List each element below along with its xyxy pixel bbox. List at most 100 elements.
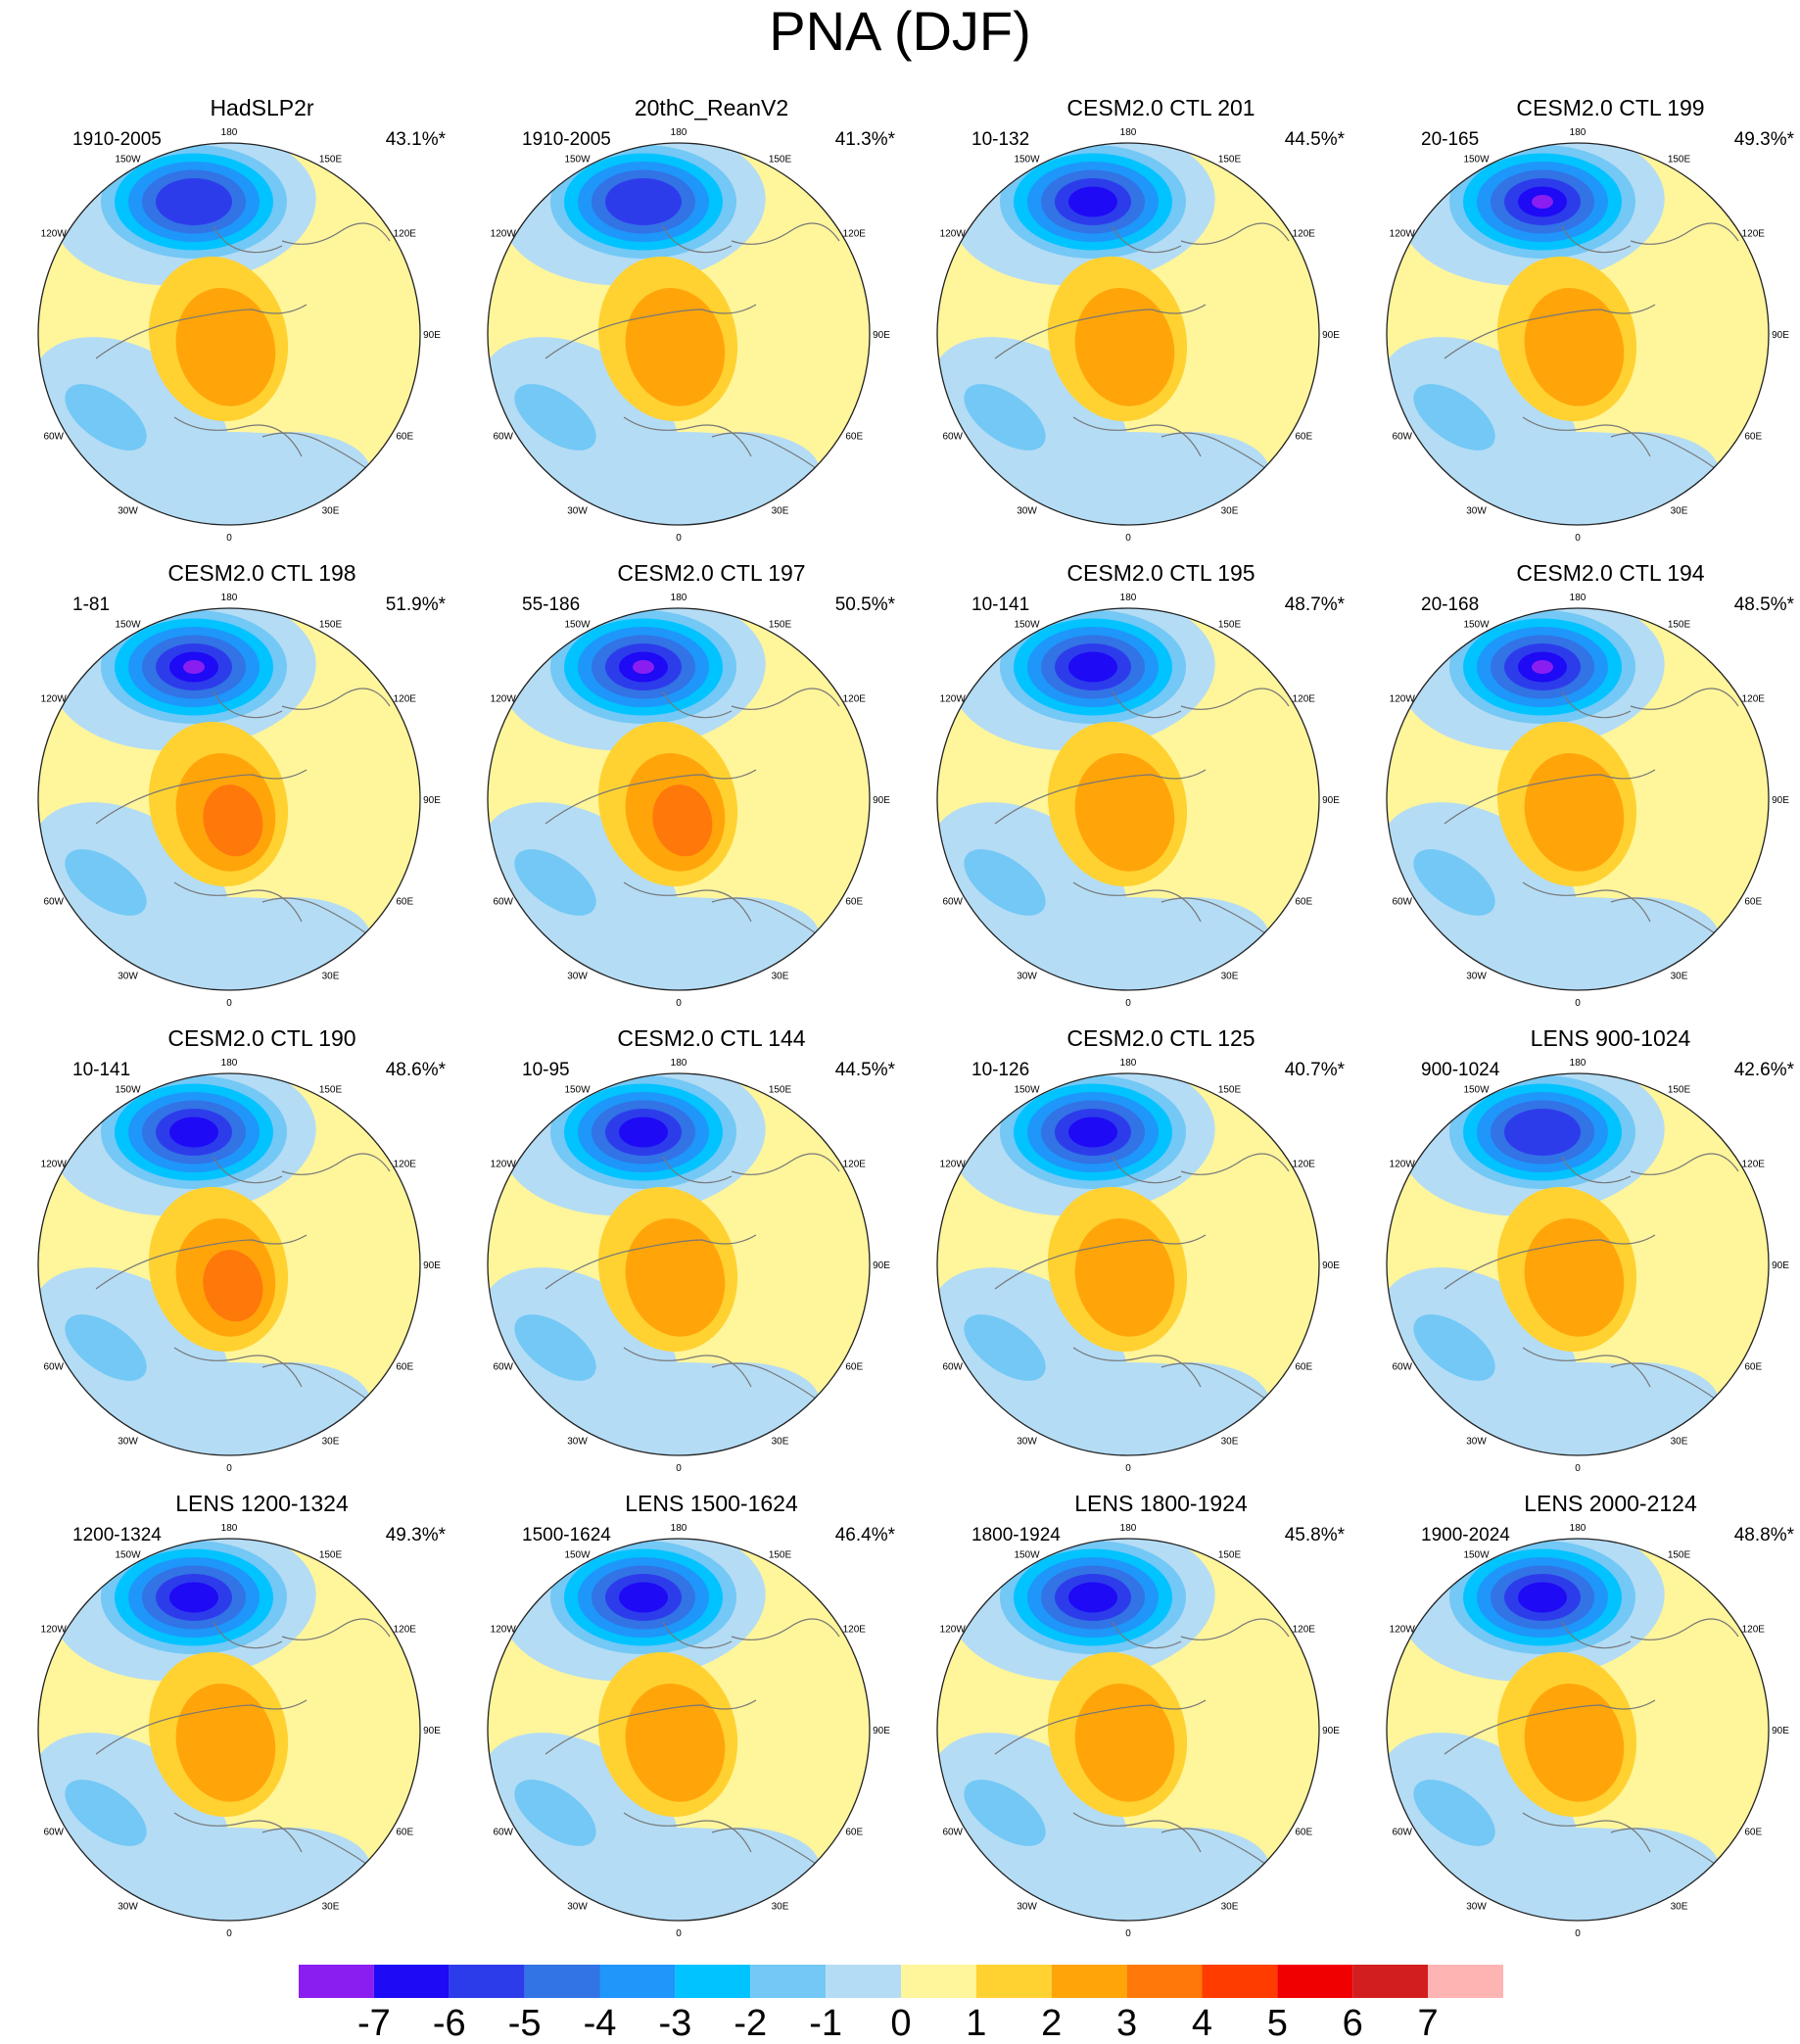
longitude-label: 180	[1120, 127, 1137, 138]
colorbar-swatch	[975, 1965, 1052, 1998]
panel-explained-variance: 48.5%*	[1733, 594, 1794, 615]
map-boundary	[37, 1072, 421, 1456]
longitude-label: 180	[1120, 1523, 1137, 1534]
longitude-label: 150W	[1014, 620, 1040, 631]
longitude-label: 60W	[43, 897, 64, 908]
colorbar-tick-label: 4	[1191, 2003, 1213, 2044]
longitude-label: 30W	[1017, 971, 1037, 981]
map-boundary	[487, 1072, 871, 1456]
longitude-label: 120W	[940, 1160, 967, 1170]
longitude-label: 0	[1125, 533, 1131, 544]
panel-period: 10-132	[971, 129, 1030, 150]
map-boundary	[1386, 1072, 1770, 1456]
polar-stereographic-map: 180150E120E90E60E30E030W60W90W120W150W	[37, 593, 441, 1009]
colorbar-swatch	[1352, 1965, 1429, 1998]
panel-title: CESM2.0 CTL 197	[617, 560, 806, 586]
longitude-label: 0	[1575, 1463, 1581, 1474]
longitude-label: 120W	[1390, 229, 1416, 240]
longitude-label: 60E	[845, 1362, 863, 1373]
panel-title: CESM2.0 CTL 199	[1516, 95, 1705, 120]
negative-anomaly-region	[514, 1780, 596, 1846]
longitude-label: 150E	[319, 620, 343, 631]
longitude-label: 0	[676, 998, 682, 1009]
coastline	[1444, 1618, 1739, 1868]
aleutian-low-contour	[169, 1117, 218, 1148]
colorbar-tick-label: -7	[356, 2003, 391, 2044]
longitude-label: 120W	[491, 229, 517, 240]
longitude-label: 60E	[845, 1828, 863, 1838]
colorbar-swatch	[750, 1965, 827, 1998]
panel-period: 900-1024	[1421, 1060, 1500, 1080]
longitude-label: 150W	[1014, 155, 1040, 166]
map-panel: CESM2.0 CTL 199 20-165 49.3%* 180 150E 120E 90…	[1386, 94, 1800, 559]
longitude-label: 60E	[1295, 432, 1312, 443]
longitude-label: 30W	[567, 971, 588, 981]
map-panel: CESM2.0 CTL 125 10-126 40.7%* 180 150E 120E 90…	[936, 1024, 1386, 1490]
longitude-label: 90E	[1322, 795, 1340, 806]
longitude-label: 60W	[1392, 897, 1412, 908]
aleutian-low-contour	[1504, 1109, 1581, 1156]
longitude-label: 60E	[396, 897, 413, 908]
map-boundary	[1386, 1538, 1770, 1922]
longitude-label: 120E	[843, 1625, 867, 1636]
polar-stereographic-map: 180150E120E90E60E30E030W60W90W120W150W	[1386, 1523, 1789, 1939]
negative-anomaly-region	[1113, 897, 1269, 975]
polar-stereographic-map: 180150E120E90E60E30E030W60W90W120W150W	[487, 127, 890, 544]
longitude-label: 60W	[942, 897, 963, 908]
coastline	[1444, 222, 1739, 472]
longitude-label: 120E	[1293, 229, 1316, 240]
negative-anomaly-region	[964, 1780, 1046, 1846]
colorbar-tick-label: -2	[734, 2003, 768, 2044]
longitude-label: 60E	[1744, 897, 1762, 908]
longitude-label: 30E	[772, 1901, 789, 1912]
polar-stereographic-map: 180150E120E90E60E30E030W60W90W120W150W	[37, 127, 441, 544]
longitude-label: 30W	[118, 1901, 138, 1912]
longitude-label: 120W	[940, 1625, 967, 1636]
colorbar-tick-label: -4	[583, 2003, 617, 2044]
positive-anomaly-contour	[1524, 1218, 1625, 1337]
figure-title: PNA (DJF)	[769, 0, 1031, 62]
panel-period: 1910-2005	[72, 129, 162, 150]
colorbar-tick-label: 7	[1417, 2003, 1439, 2044]
polar-stereographic-map: 180150E120E90E60E30E030W60W90W120W150W	[37, 1058, 441, 1474]
panel-explained-variance: 44.5%*	[834, 1060, 895, 1080]
longitude-label: 0	[1575, 998, 1581, 1009]
longitude-label: 60W	[493, 1828, 513, 1838]
longitude-label: 60E	[1295, 897, 1312, 908]
colorbar-tick-label: 5	[1266, 2003, 1288, 2044]
aleutian-low-contour	[1068, 651, 1117, 683]
longitude-label: 120E	[1293, 1625, 1316, 1636]
longitude-label: 60W	[942, 1828, 963, 1838]
negative-anomaly-region	[964, 384, 1046, 451]
map-panel: 20thC_ReanV2 1910-2005 41.3%* 180 150E 120E 90…	[487, 94, 936, 559]
longitude-label: 120W	[41, 1625, 68, 1636]
longitude-label: 150E	[319, 1085, 343, 1096]
negative-anomaly-region	[65, 384, 147, 451]
map-panel: CESM2.0 CTL 197 55-186 50.5%* 180 150E 120E 90…	[487, 559, 936, 1024]
longitude-label: 150E	[1668, 1550, 1691, 1561]
coastline	[994, 222, 1290, 472]
longitude-label: 120W	[491, 1625, 517, 1636]
longitude-label: 90E	[1772, 1260, 1789, 1271]
positive-anomaly-contour	[1524, 288, 1625, 406]
longitude-label: 0	[676, 533, 682, 544]
longitude-label: 30W	[567, 505, 588, 516]
polar-stereographic-map: 180150E120E90E60E30E030W60W90W120W150W	[1386, 127, 1789, 544]
panel-title: LENS 1200-1324	[175, 1491, 349, 1516]
negative-anomaly-region	[1562, 897, 1719, 975]
panel-explained-variance: 51.9%*	[385, 594, 446, 615]
longitude-label: 30E	[772, 505, 789, 516]
colorbar-swatch	[524, 1965, 600, 1998]
negative-anomaly-region	[1562, 432, 1719, 510]
coastline	[95, 688, 391, 937]
panel-explained-variance: 49.3%*	[385, 1525, 446, 1545]
panel-title: LENS 2000-2124	[1524, 1491, 1697, 1516]
panel-title: CESM2.0 CTL 144	[617, 1025, 806, 1051]
colorbar-swatch	[449, 1965, 525, 1998]
panel-explained-variance: 43.1%*	[385, 129, 446, 150]
longitude-label: 30W	[1017, 1436, 1037, 1447]
longitude-label: 60E	[1744, 432, 1762, 443]
longitude-label: 120W	[1390, 694, 1416, 705]
longitude-label: 180	[221, 127, 238, 138]
coastline	[994, 1618, 1290, 1868]
